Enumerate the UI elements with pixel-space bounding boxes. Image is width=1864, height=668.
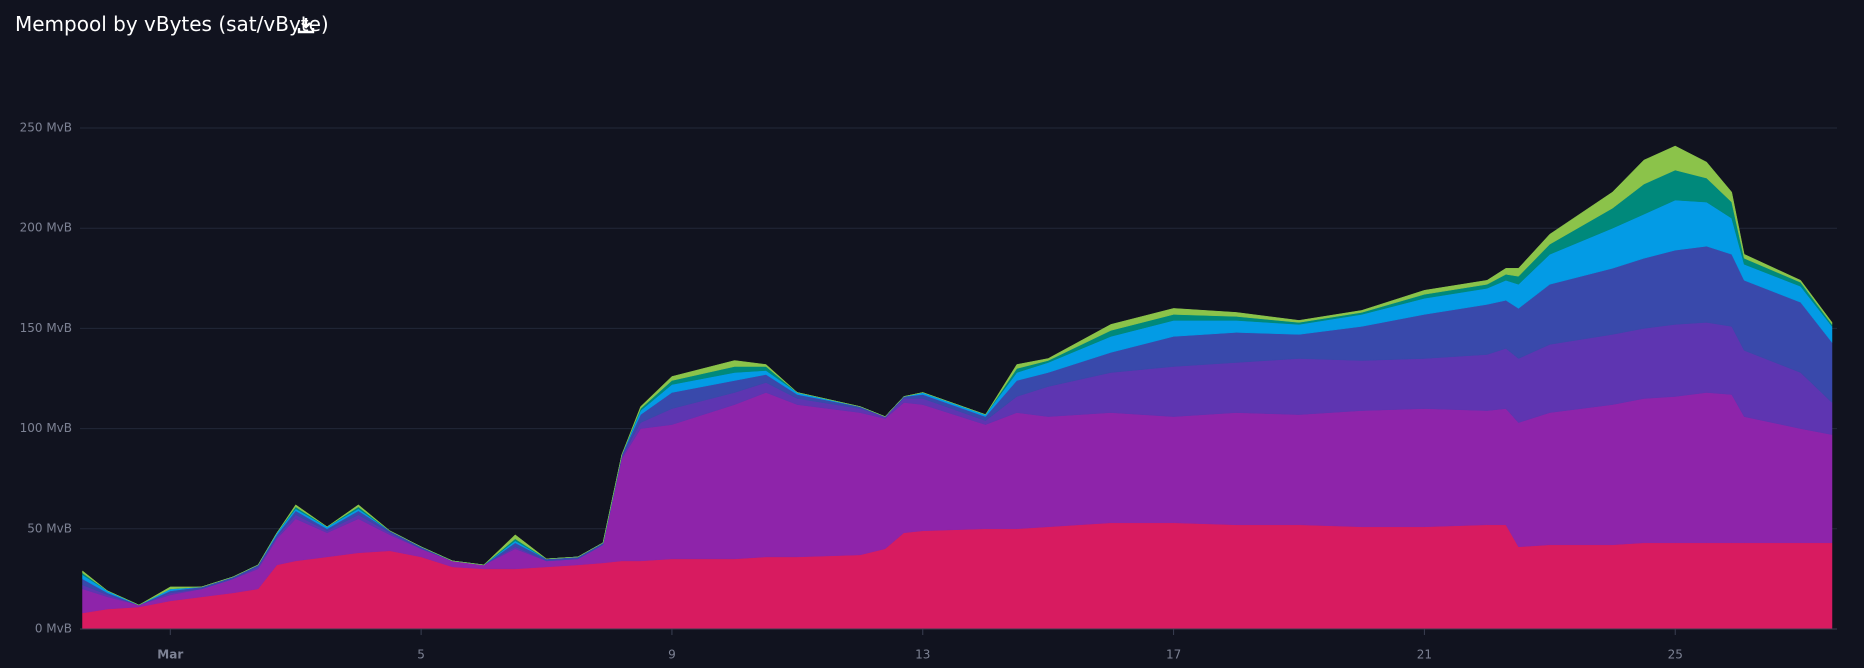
x-tick-label: Mar	[157, 648, 183, 662]
x-tick-label: 13	[915, 648, 930, 662]
x-tick-label: 5	[417, 648, 425, 662]
download-button[interactable]	[297, 16, 315, 34]
y-tick-label: 50 MvB	[27, 521, 72, 535]
y-tick-label: 0 MvB	[35, 622, 72, 636]
chart-title: Mempool by vBytes (sat/vByte)	[15, 12, 329, 36]
area-layer	[82, 145, 1833, 606]
y-tick-label: 150 MvB	[20, 321, 72, 335]
x-tick-label: 17	[1166, 648, 1181, 662]
y-tick-label: 250 MvB	[20, 121, 72, 135]
y-tick-label: 100 MvB	[20, 421, 72, 435]
y-tick-label: 200 MvB	[20, 221, 72, 235]
x-tick-label: 25	[1668, 648, 1683, 662]
x-tick-label: 9	[668, 648, 676, 662]
x-tick-label: 21	[1417, 648, 1432, 662]
